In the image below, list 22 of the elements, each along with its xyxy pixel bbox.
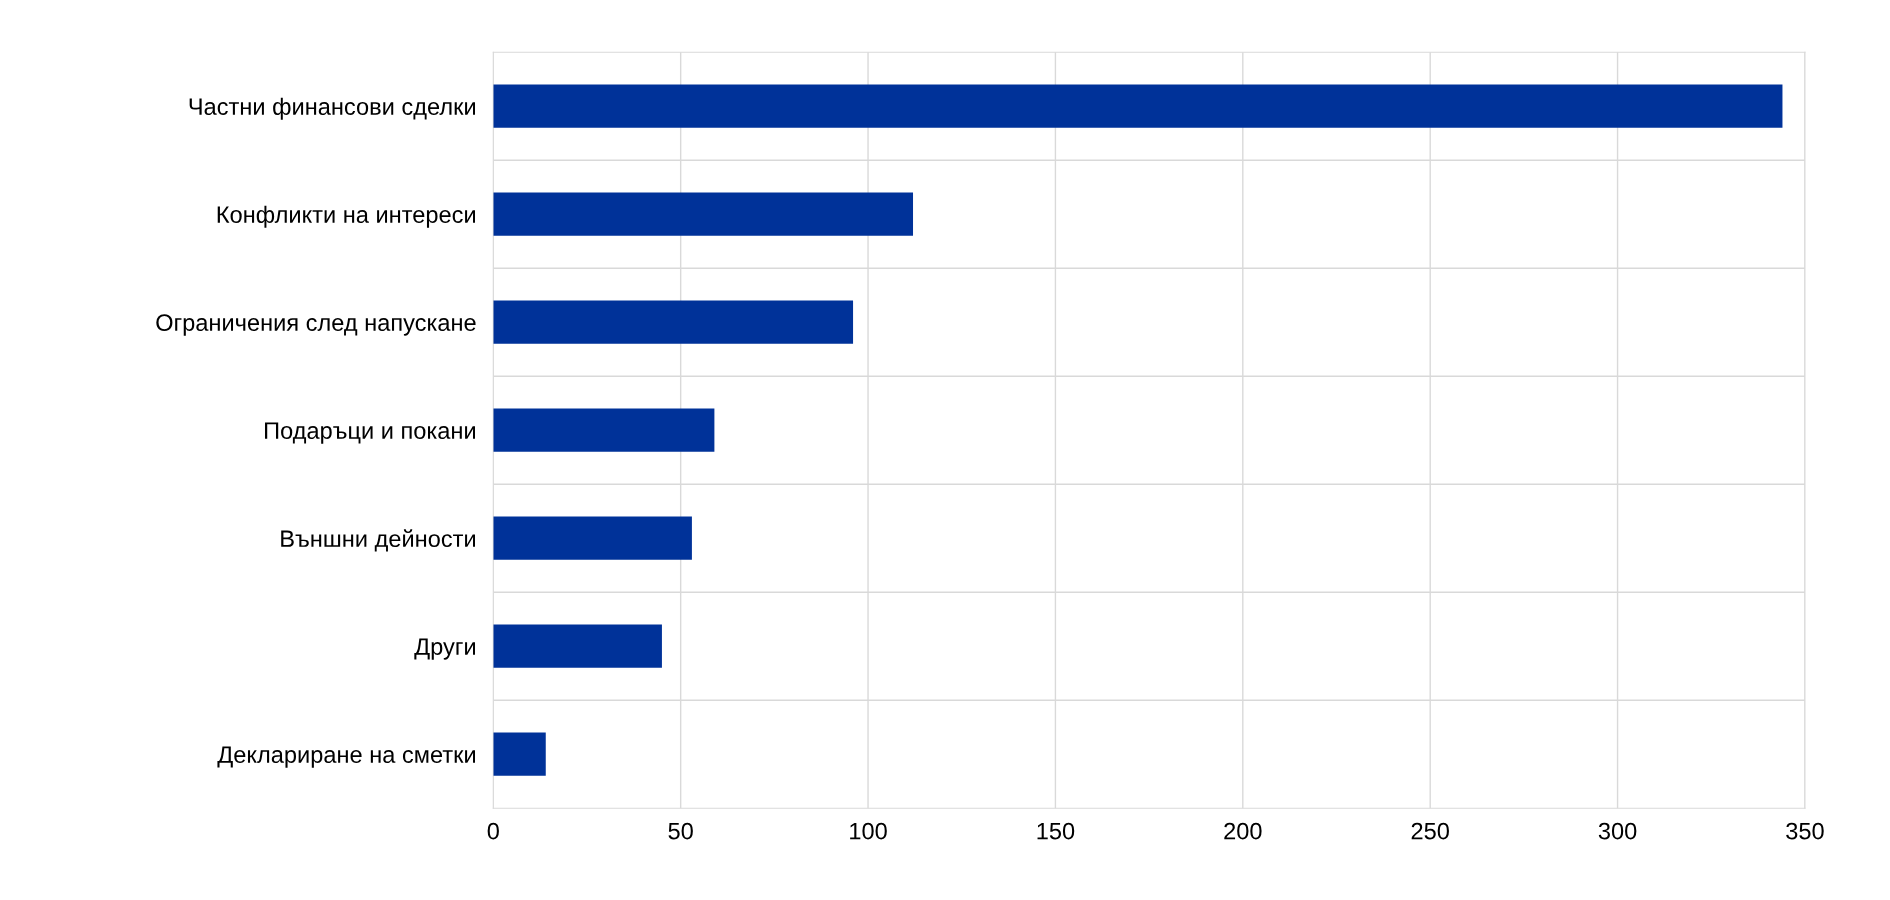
x-tick-label: 200: [1224, 822, 1262, 840]
y-tick-label: Частни финансови сделки: [189, 97, 475, 120]
bar: [493, 300, 854, 344]
y-tick-label: Конфликти на интереси: [217, 205, 475, 228]
x-tick-label: 300: [1598, 822, 1637, 840]
bar: [493, 624, 662, 668]
x-tick-label: 150: [1037, 822, 1075, 840]
y-tick-label: Външни дейности: [281, 529, 475, 552]
y-tick-label: Други: [414, 638, 475, 660]
bar: [493, 516, 692, 560]
bar: [493, 192, 914, 236]
x-tick-label: 50: [668, 822, 693, 840]
x-tick-label: 100: [850, 822, 887, 840]
y-tick-label: Ограничения след напускане: [156, 314, 476, 336]
bar: [493, 408, 715, 452]
x-tick-label: 250: [1411, 822, 1449, 840]
x-tick-label: 0: [487, 822, 499, 840]
y-tick-label: Деклариране на сметки: [217, 746, 475, 768]
y-tick-label: Подаръци и покани: [265, 422, 475, 444]
bar: [493, 84, 1783, 128]
bar: [493, 732, 546, 776]
x-tick-label: 350: [1786, 822, 1824, 840]
